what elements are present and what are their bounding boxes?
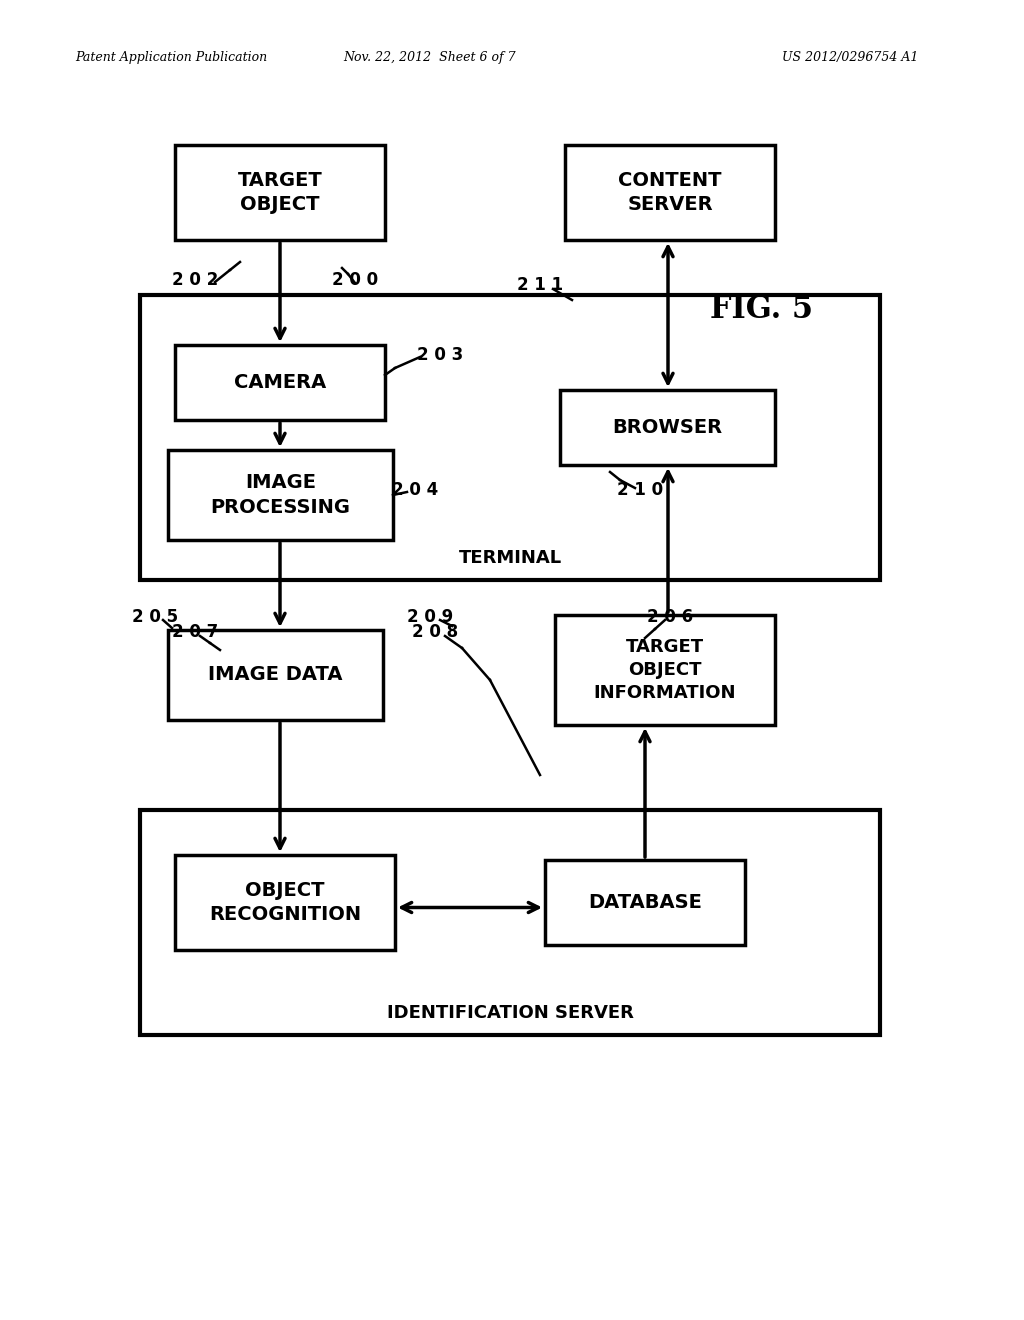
Text: DATABASE: DATABASE <box>588 894 701 912</box>
Text: 2 0 5: 2 0 5 <box>132 609 178 626</box>
Bar <box>175 145 385 240</box>
Text: OBJECT
RECOGNITION: OBJECT RECOGNITION <box>209 880 361 924</box>
Text: 2 0 9: 2 0 9 <box>407 609 454 626</box>
Text: IDENTIFICATION SERVER: IDENTIFICATION SERVER <box>387 1005 634 1022</box>
Text: FIG. 5: FIG. 5 <box>710 294 813 326</box>
Text: CONTENT
SERVER: CONTENT SERVER <box>618 170 722 214</box>
Bar <box>140 294 880 579</box>
Text: 2 0 3: 2 0 3 <box>417 346 463 364</box>
Bar <box>175 855 395 950</box>
Bar <box>175 345 385 420</box>
Text: Patent Application Publication: Patent Application Publication <box>75 51 267 65</box>
Bar <box>545 861 745 945</box>
Text: 2 0 2: 2 0 2 <box>172 271 218 289</box>
Text: 2 0 6: 2 0 6 <box>647 609 693 626</box>
Text: 2 0 4: 2 0 4 <box>392 480 438 499</box>
Bar <box>565 145 775 240</box>
Text: Nov. 22, 2012  Sheet 6 of 7: Nov. 22, 2012 Sheet 6 of 7 <box>344 51 516 65</box>
Text: 2 1 0: 2 1 0 <box>616 480 664 499</box>
Bar <box>560 389 775 465</box>
Bar <box>168 450 393 540</box>
Text: IMAGE
PROCESSING: IMAGE PROCESSING <box>211 474 350 516</box>
Text: 2 0 7: 2 0 7 <box>172 623 218 642</box>
Text: IMAGE DATA: IMAGE DATA <box>208 665 343 685</box>
Text: 2 0 8: 2 0 8 <box>412 623 458 642</box>
Bar <box>168 630 383 719</box>
Text: 2 1 1: 2 1 1 <box>517 276 563 294</box>
Text: TERMINAL: TERMINAL <box>459 549 561 568</box>
Text: US 2012/0296754 A1: US 2012/0296754 A1 <box>781 51 919 65</box>
Text: TARGET
OBJECT
INFORMATION: TARGET OBJECT INFORMATION <box>594 638 736 702</box>
Text: BROWSER: BROWSER <box>612 418 723 437</box>
Text: 2 0 0: 2 0 0 <box>332 271 378 289</box>
Bar <box>555 615 775 725</box>
Text: TARGET
OBJECT: TARGET OBJECT <box>238 170 323 214</box>
Text: CAMERA: CAMERA <box>233 374 326 392</box>
Bar <box>140 810 880 1035</box>
